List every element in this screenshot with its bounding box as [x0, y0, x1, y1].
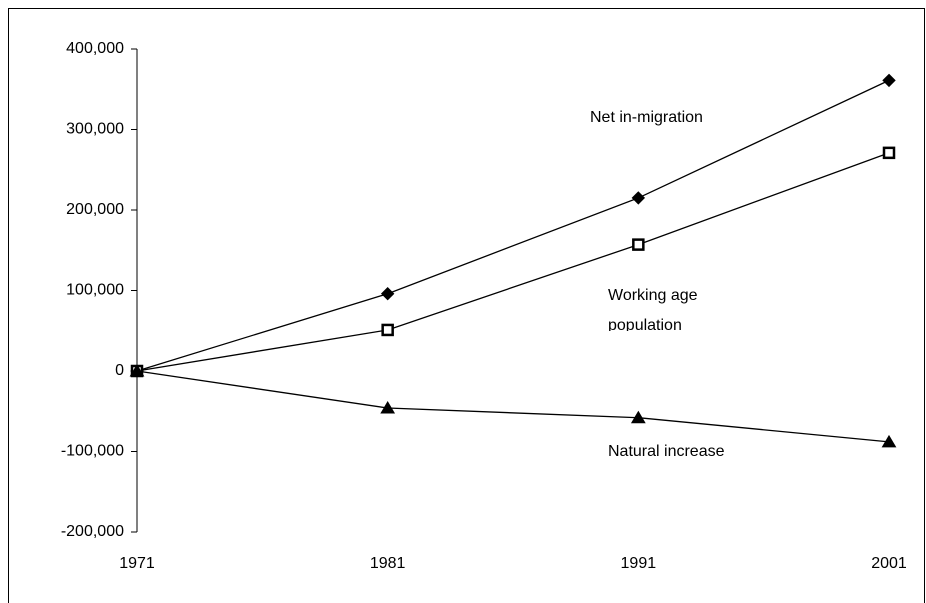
x-tick-label: 1981: [370, 555, 406, 572]
series-line: [136, 152, 890, 372]
y-tick-label: 100,000: [66, 282, 124, 299]
marker: [631, 191, 646, 205]
y-tick-label: 400,000: [66, 40, 124, 57]
y-tick-label: 200,000: [66, 201, 124, 218]
marker: [381, 323, 394, 337]
marker: [630, 410, 646, 424]
series-line: [136, 79, 890, 372]
x-tick-label: 2001: [871, 555, 907, 572]
marker: [380, 287, 395, 301]
y-tick-label: 300,000: [66, 121, 124, 138]
marker: [380, 401, 396, 414]
y-tick-label: -100,000: [61, 443, 124, 460]
series-label: Working age population: [608, 287, 698, 331]
marker: [882, 73, 896, 88]
y-tick-label: -200,000: [61, 523, 124, 540]
series-label: Natural increase: [608, 443, 725, 460]
y-tick-label: 0: [115, 362, 124, 379]
series-label: Net in-migration: [590, 109, 703, 126]
series-line: [136, 370, 890, 443]
marker: [882, 146, 896, 160]
chart-frame: [8, 8, 925, 603]
x-tick-label: 1971: [119, 555, 155, 572]
marker: [129, 364, 145, 377]
marker: [632, 238, 645, 251]
x-tick-label: 1991: [621, 555, 657, 572]
marker: [881, 434, 897, 448]
